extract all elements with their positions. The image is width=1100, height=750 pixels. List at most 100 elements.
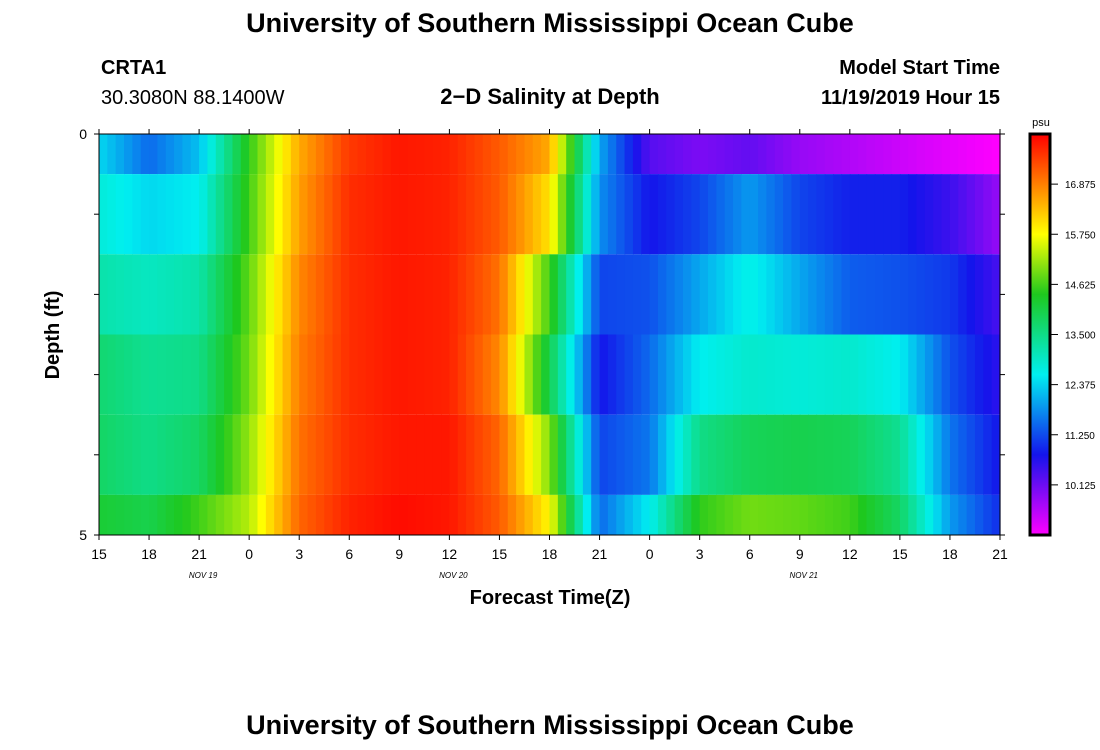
heatmap-cell [983,174,993,255]
heatmap-cell [607,414,617,495]
heatmap-cell [974,494,984,535]
heatmap-cell [365,414,375,495]
heatmap-cell [265,494,275,535]
heatmap-cell [215,334,225,415]
heatmap-cell [599,174,609,255]
heatmap-cell [674,494,684,535]
heatmap-cell [566,334,576,415]
heatmap-cell [507,334,517,415]
heatmap-cell [716,334,726,415]
heatmap-cell [457,494,467,535]
heatmap-cell [149,134,158,175]
heatmap-cell [949,174,959,255]
heatmap-cell [349,414,359,495]
heatmap-cell [858,134,868,175]
heatmap-cell [424,254,434,335]
heatmap-cell [382,334,392,415]
heatmap-cell [140,254,150,335]
heatmap-cell [224,134,234,175]
heatmap-cell [516,254,526,335]
heatmap-cell [265,254,275,335]
colorbar-tick-label: 15.750 [1065,230,1096,241]
heatmap-cell [899,334,909,415]
colorbar-tick-label: 12.375 [1065,381,1096,392]
heatmap-cell [441,134,450,175]
heatmap-cell [240,134,250,175]
heatmap-cell [949,414,959,495]
page-title: University of Southern Mississippi Ocean… [246,8,854,38]
heatmap-cell [924,174,934,255]
heatmap-cell [908,334,918,415]
heatmap-cell [899,414,909,495]
heatmap-cell [332,414,342,495]
heatmap-cell [616,414,626,495]
colorbar-tick-label: 11.250 [1065,431,1095,442]
heatmap-cell [783,494,793,535]
heatmap-cell [974,174,984,255]
heatmap-cell [849,174,859,255]
colorbar-tick-label: 13.500 [1065,331,1096,342]
heatmap-cell [641,254,651,335]
heatmap-cell [641,134,651,175]
heatmap-cell [99,414,108,495]
heatmap-cell [724,134,734,175]
heatmap-cell [791,134,801,175]
heatmap-cell [199,174,209,255]
heatmap-cell [941,254,951,335]
heatmap-cell [332,134,342,175]
heatmap-cell [874,494,884,535]
heatmap-cell [574,334,584,415]
heatmap-cell [449,134,459,175]
heatmap-cell [424,494,434,535]
heatmap-cell [858,494,868,535]
heatmap-cell [666,174,676,255]
heatmap-cell [324,414,334,495]
heatmap-cell [282,414,292,495]
heatmap-cell [916,174,926,255]
heatmap-cell [649,414,659,495]
heatmap-cell [574,174,584,255]
heatmap-cell [841,174,851,255]
heatmap-cell [265,334,275,415]
heatmap-cell [632,334,642,415]
heatmap-cell [758,174,767,255]
heatmap-cell [499,414,509,495]
heatmap-cell [532,174,542,255]
heatmap-cell [557,254,567,335]
heatmap-cell [733,134,742,175]
heatmap-cell [174,414,184,495]
heatmap-cell [516,334,526,415]
heatmap-cell [949,494,959,535]
heatmap-cell [432,254,442,335]
heatmap-cell [157,174,167,255]
heatmap-cell [365,254,375,335]
heatmap-cell [232,254,242,335]
heatmap-cell [107,254,117,335]
heatmap-cell [274,334,284,415]
heatmap-cell [883,254,893,335]
heatmap-cell [858,174,868,255]
heatmap-cell [866,134,876,175]
heatmap-cell [499,134,509,175]
heatmap-cell [841,254,851,335]
heatmap-cell [424,134,434,175]
heatmap-cell [324,254,334,335]
heatmap-cell [299,334,309,415]
heatmap-cell [849,254,859,335]
heatmap-cell [407,414,417,495]
heatmap-cell [115,174,125,255]
heatmap-cell [416,494,425,535]
heatmap-cell [524,334,534,415]
heatmap-cell [824,414,834,495]
heatmap-cell [749,174,759,255]
heatmap-cell [574,494,584,535]
x-tick-label: 21 [191,546,207,562]
heatmap-cell [457,174,467,255]
heatmap-cell [774,174,784,255]
heatmap-cell [624,334,634,415]
heatmap-cell [991,134,1001,175]
heatmap-cell [257,494,267,535]
y-axis-label: Depth (ft) [42,291,64,380]
heatmap-cell [340,174,350,255]
heatmap-cell [833,494,843,535]
